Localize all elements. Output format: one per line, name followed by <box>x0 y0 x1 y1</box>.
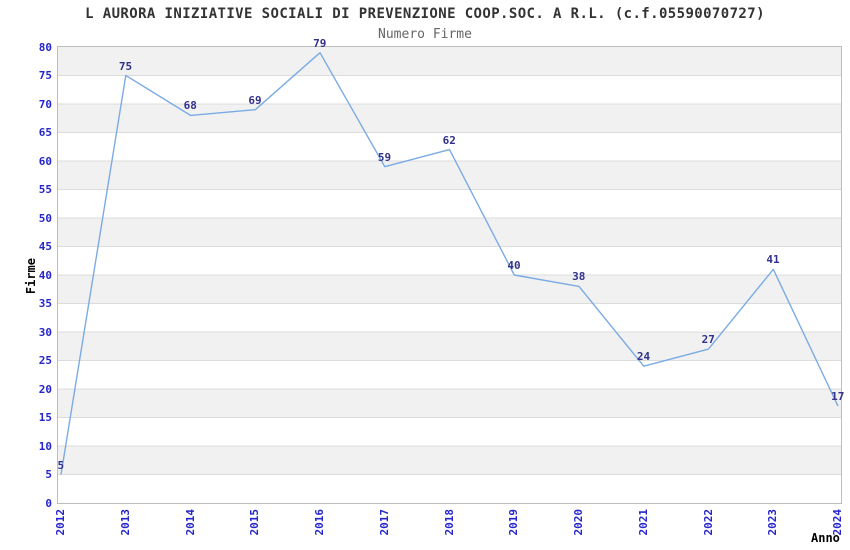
grid-band <box>58 161 841 190</box>
y-tick-label: 45 <box>38 240 52 253</box>
y-tick-label: 50 <box>38 211 52 225</box>
grid-band <box>58 389 841 418</box>
point-value-label: 59 <box>377 150 392 164</box>
y-tick-label: 30 <box>38 325 52 339</box>
x-tick-label: 2017 <box>377 509 391 536</box>
point-value-label: 24 <box>636 350 651 364</box>
point-value-label: 79 <box>313 36 327 50</box>
y-tick-label: 10 <box>38 439 52 453</box>
x-tick-label: 2014 <box>183 509 197 536</box>
y-tick-label: 15 <box>38 411 52 424</box>
grid-band <box>58 275 841 304</box>
grid-band <box>58 332 841 361</box>
plot-area <box>57 46 842 504</box>
y-tick-label: 80 <box>38 40 52 54</box>
grid-band <box>58 47 841 76</box>
chart-title: L AURORA INIZIATIVE SOCIALI DI PREVENZIO… <box>85 6 765 22</box>
x-tick-label: 2016 <box>313 509 326 536</box>
point-value-label: 40 <box>507 259 521 272</box>
x-tick-label: 2023 <box>766 509 780 536</box>
x-tick-label: 2012 <box>54 509 67 536</box>
point-value-label: 62 <box>442 133 456 147</box>
grid-band <box>58 446 841 475</box>
point-value-label: 68 <box>183 99 197 113</box>
y-tick-label: 75 <box>38 69 52 82</box>
x-tick-label: 2021 <box>636 509 650 536</box>
point-value-label: 41 <box>766 253 780 267</box>
point-value-label: 17 <box>831 390 845 404</box>
x-tick-label: 2022 <box>701 509 715 536</box>
grid-band <box>58 218 841 247</box>
y-tick-label: 20 <box>38 382 52 396</box>
x-tick-label: 2015 <box>248 509 262 536</box>
point-value-label: 69 <box>248 93 262 107</box>
chart-subtitle: Numero Firme <box>378 27 472 42</box>
y-tick-label: 35 <box>38 297 52 310</box>
x-tick-label: 2018 <box>442 509 456 536</box>
y-tick-label: 25 <box>38 354 52 367</box>
point-value-label: 5 <box>57 458 65 472</box>
y-tick-label: 0 <box>45 496 52 510</box>
x-axis-title: Anno <box>811 531 840 545</box>
y-tick-label: 40 <box>38 268 52 282</box>
y-tick-label: 60 <box>38 154 52 168</box>
y-tick-label: 65 <box>38 126 52 139</box>
line-series-svg <box>58 47 841 475</box>
y-tick-label: 55 <box>38 183 52 196</box>
x-tick-label: 2024 <box>831 509 844 536</box>
point-value-label: 38 <box>572 270 586 284</box>
x-tick-label: 2013 <box>118 509 132 536</box>
y-tick-label: 70 <box>38 97 52 111</box>
point-value-label: 27 <box>701 333 715 347</box>
grid-band <box>58 104 841 133</box>
data-line <box>60 51 839 475</box>
point-value-label: 75 <box>118 59 133 73</box>
y-tick-label: 5 <box>45 468 52 481</box>
x-tick-label: 2019 <box>507 509 521 536</box>
x-tick-label: 2020 <box>572 509 585 536</box>
